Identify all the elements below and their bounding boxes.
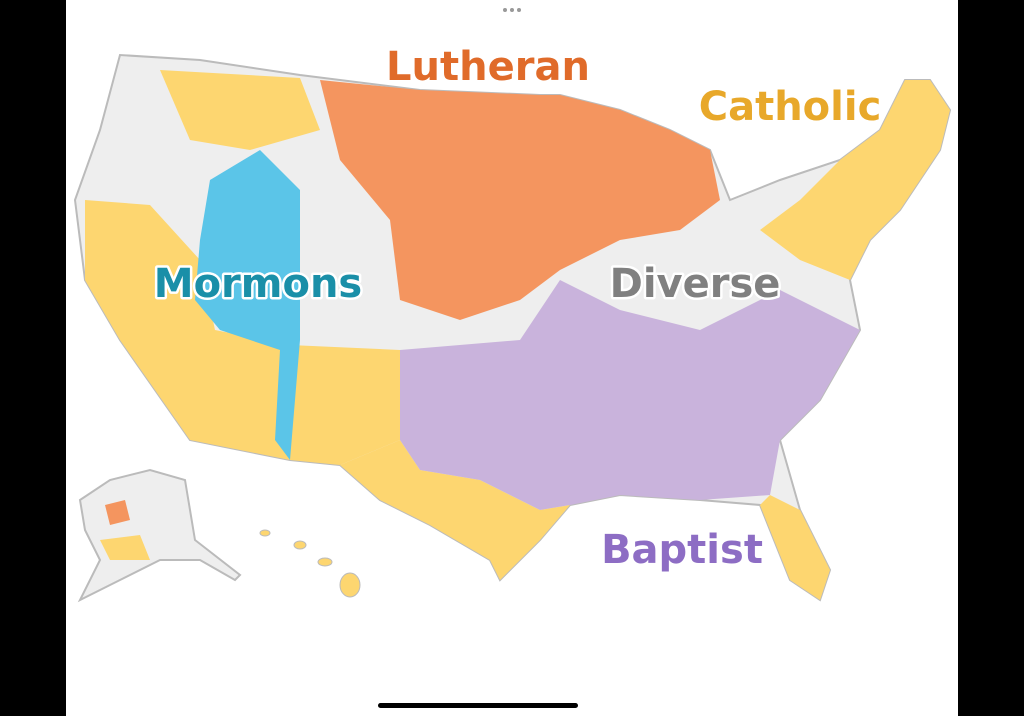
island — [259, 529, 271, 537]
lutheran-region — [320, 80, 720, 320]
more-dots[interactable] — [503, 8, 521, 12]
alaska-catholic — [100, 535, 150, 560]
catholic-florida — [760, 495, 830, 600]
dot — [510, 8, 514, 12]
lutheran-label: Lutheran — [386, 44, 590, 90]
island — [317, 557, 333, 567]
dot — [503, 8, 507, 12]
catholic-texas — [340, 440, 570, 580]
catholic-west — [85, 200, 400, 465]
catholic-label: Catholic — [699, 84, 882, 130]
home-indicator[interactable] — [378, 703, 578, 708]
alaska-lutheran — [105, 500, 130, 525]
baptist-label: Baptist — [601, 527, 763, 573]
dot — [517, 8, 521, 12]
baptist-region — [400, 280, 860, 510]
catholic-northeast — [760, 80, 950, 280]
island — [339, 572, 361, 598]
mormons-label: Mormons — [154, 261, 362, 307]
mormon-region — [195, 150, 300, 460]
catholic-montana — [160, 70, 320, 150]
diverse-label: Diverse — [610, 261, 781, 307]
us-map — [73, 53, 952, 603]
hawaii — [259, 529, 361, 598]
island — [293, 540, 307, 550]
